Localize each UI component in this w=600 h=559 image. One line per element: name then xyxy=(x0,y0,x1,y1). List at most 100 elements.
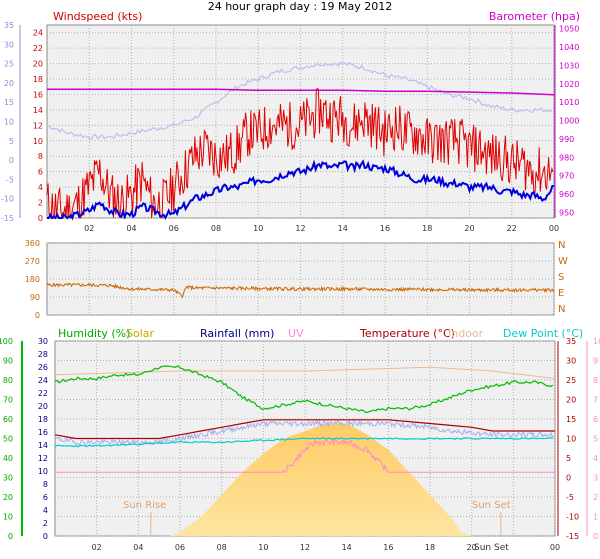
wind-x-tick-label: 02 xyxy=(84,224,94,233)
wind-tick-label: 2 xyxy=(38,199,43,208)
wind-x-tick-label: 12 xyxy=(295,224,305,233)
compass-label: E xyxy=(558,288,564,299)
compass-label: N xyxy=(558,240,565,251)
rainfall-tick-label: 20 xyxy=(38,402,48,411)
wind-tick-label: 12 xyxy=(33,121,43,130)
sun-set-axis-label: Sun Set xyxy=(474,543,509,553)
wind-tick-label: 6 xyxy=(38,168,43,177)
uv-line xyxy=(55,438,555,473)
uv-tick-label: 3 xyxy=(593,474,598,483)
uv-tick-label: 0 xyxy=(593,532,598,541)
barometer-tick-label: 1050 xyxy=(559,25,579,34)
weather-x-tick-label: 08 xyxy=(217,543,227,552)
weather-x-tick-label: 20 xyxy=(467,543,477,552)
humidity-tick-label: 10 xyxy=(3,513,13,522)
rainfall-tick-label: 0 xyxy=(43,532,48,541)
humidity-line xyxy=(54,365,554,414)
barometer-tick-label: 960 xyxy=(559,190,574,199)
barometer-trend-line xyxy=(46,61,553,140)
barometer-tick-label: 990 xyxy=(559,135,574,144)
barometer-tick-label: 1040 xyxy=(559,43,579,52)
wind-tick-label: 22 xyxy=(33,44,43,53)
direction-tick-label: 180 xyxy=(25,275,40,284)
rainfall-tick-label: 2 xyxy=(43,519,48,528)
barometer-tick-label: 950 xyxy=(559,208,574,217)
temperature-trend-line xyxy=(54,419,555,446)
wind-direction-line xyxy=(46,282,555,299)
outer-wind-tick-label: -15 xyxy=(1,214,14,223)
temperature-tick-label: -5 xyxy=(566,493,574,502)
weather-x-tick-label: 16 xyxy=(383,543,393,552)
wind-tick-label: 4 xyxy=(38,183,43,192)
weather-x-tick-label: 10 xyxy=(258,543,268,552)
rainfall-tick-label: 12 xyxy=(38,454,48,463)
temperature-tick-label: 35 xyxy=(566,337,576,346)
rainfall-tick-label: 6 xyxy=(43,493,48,502)
weather-x-tick-label: 12 xyxy=(300,543,310,552)
wind-x-tick-label: 08 xyxy=(211,224,221,233)
wind-tick-label: 10 xyxy=(33,137,43,146)
uv-tick-label: 7 xyxy=(593,396,598,405)
rainfall-tick-label: 24 xyxy=(38,376,48,385)
temperature-tick-label: 10 xyxy=(566,435,576,444)
rainfall-tick-label: 10 xyxy=(38,467,48,476)
barometer-line xyxy=(47,88,555,96)
barometer-tick-label: 980 xyxy=(559,153,574,162)
legend-dewpoint: Dew Point (°C) xyxy=(503,327,583,340)
wind-tick-label: 0 xyxy=(38,214,43,223)
outer-wind-tick-label: 15 xyxy=(4,98,14,107)
barometer-tick-label: 1010 xyxy=(559,98,579,107)
barometer-tick-label: 1030 xyxy=(559,61,579,70)
rainfall-tick-label: 8 xyxy=(43,480,48,489)
dewpoint-line xyxy=(54,437,553,448)
barometer-tick-label: 1000 xyxy=(559,117,579,126)
outer-wind-tick-label: 5 xyxy=(9,137,14,146)
weather-x-tick-label: 00 xyxy=(550,543,560,552)
barometer-axis-label: Barometer (hpa) xyxy=(489,10,580,23)
temperature-tick-label: 5 xyxy=(566,454,571,463)
wind-gust-line xyxy=(46,87,554,220)
wind-x-tick-label: 16 xyxy=(380,224,390,233)
legend-solar: Solar xyxy=(126,327,155,340)
uv-tick-label: 1 xyxy=(593,513,598,522)
rainfall-tick-label: 14 xyxy=(38,441,48,450)
temperature-tick-label: -10 xyxy=(566,513,579,522)
wind-x-tick-label: 10 xyxy=(253,224,263,233)
humidity-tick-label: 40 xyxy=(3,454,13,463)
direction-tick-label: 0 xyxy=(35,311,40,320)
wind-average-line xyxy=(47,159,555,221)
barometer-tick-label: 1020 xyxy=(559,80,579,89)
weather-x-tick-label: 04 xyxy=(133,543,143,552)
humidity-tick-label: 90 xyxy=(3,357,13,366)
temperature-tick-label: 25 xyxy=(566,376,576,385)
sun-rise-label: Sun Rise xyxy=(123,500,166,511)
solar-area xyxy=(55,423,555,536)
wind-x-tick-label: 18 xyxy=(422,224,432,233)
rainfall-tick-label: 18 xyxy=(38,415,48,424)
wind-x-tick-label: 04 xyxy=(126,224,136,233)
humidity-tick-label: 80 xyxy=(3,376,13,385)
sun-set-label: Sun Set xyxy=(472,500,511,511)
rainfall-tick-label: 26 xyxy=(38,363,48,372)
outer-wind-tick-label: 35 xyxy=(4,21,14,30)
humidity-tick-label: 0 xyxy=(8,532,13,541)
wind-x-tick-label: 14 xyxy=(338,224,348,233)
direction-tick-label: 270 xyxy=(25,257,40,266)
outer-wind-tick-label: 25 xyxy=(4,60,14,69)
humidity-tick-label: 70 xyxy=(3,396,13,405)
wind-x-tick-label: 20 xyxy=(464,224,474,233)
uv-tick-label: 5 xyxy=(593,435,598,444)
weather-x-tick-label: 02 xyxy=(92,543,102,552)
weather-x-tick-label: 14 xyxy=(342,543,352,552)
wind-tick-label: 16 xyxy=(33,90,43,99)
uv-tick-label: 10 xyxy=(593,337,600,346)
rainfall-tick-label: 28 xyxy=(38,350,48,359)
wind-tick-label: 8 xyxy=(38,152,43,161)
legend-rainfall: Rainfall (mm) xyxy=(200,327,274,340)
compass-label: W xyxy=(558,256,568,267)
outer-wind-tick-label: 10 xyxy=(4,118,14,127)
wind-x-tick-label: 06 xyxy=(169,224,179,233)
outer-wind-tick-label: 0 xyxy=(9,156,14,165)
legend-humidity: Humidity (%) xyxy=(58,327,130,340)
